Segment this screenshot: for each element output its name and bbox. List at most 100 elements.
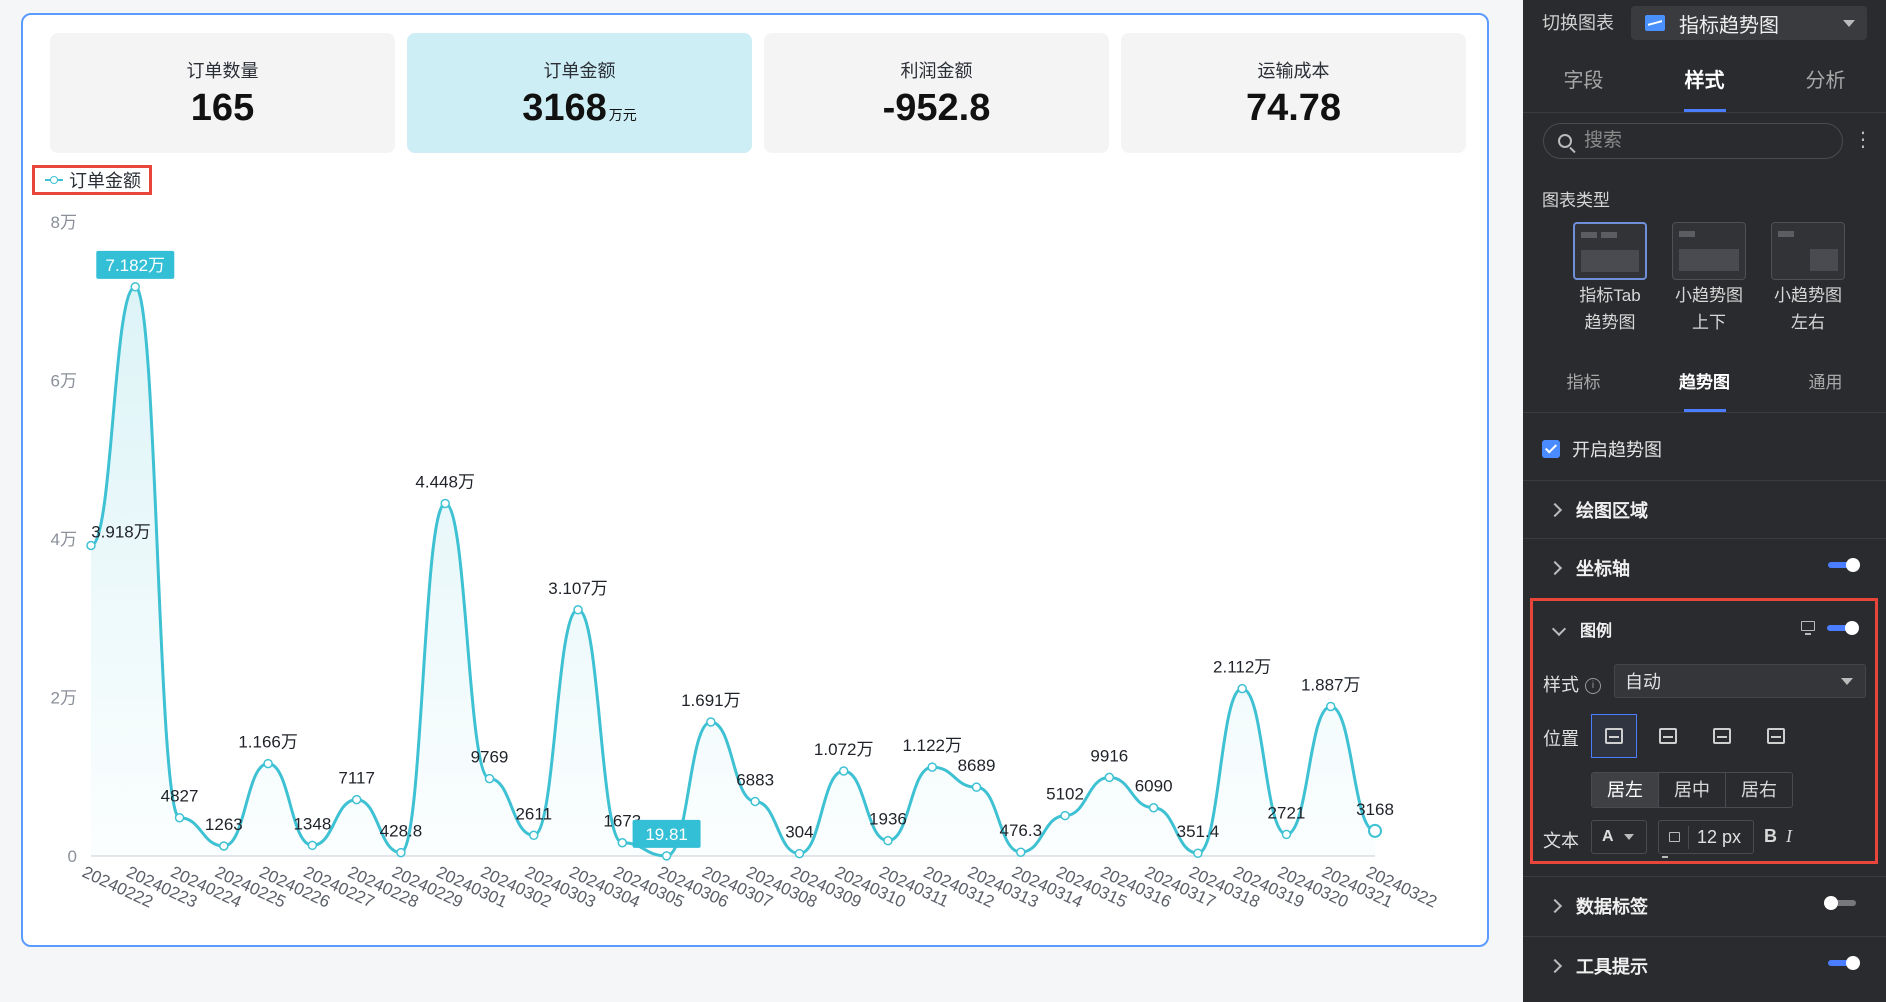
chevron-down-icon	[1623, 834, 1634, 840]
data-point	[440, 498, 450, 509]
kpi-profit-amount[interactable]: 利润金额 -952.8	[764, 33, 1109, 153]
search-input[interactable]	[1582, 129, 1816, 153]
chart-type-label-2: 左右	[1791, 313, 1825, 332]
chart-type-title: 图表类型	[1542, 191, 1610, 210]
font-color-select[interactable]: A	[1591, 820, 1647, 854]
section-tooltip[interactable]: 工具提示	[1523, 936, 1886, 995]
chevron-right-icon	[1547, 958, 1563, 974]
align-right-button[interactable]: 居右	[1741, 780, 1777, 800]
section-axis[interactable]: 坐标轴	[1523, 538, 1886, 597]
chart-type-select[interactable]: 指标趋势图	[1631, 6, 1867, 40]
kpi-row: 订单数量 165 订单金额 3168 万元 利润金额 -952.8 运输成本 74…	[50, 33, 1466, 153]
kpi-number: 74.78	[1245, 87, 1342, 129]
data-label: 1673	[603, 812, 641, 831]
data-point	[1237, 683, 1247, 694]
data-label: 2721	[1268, 803, 1306, 822]
tooltip-toggle[interactable]	[1828, 956, 1860, 970]
enable-trend-checkbox[interactable]	[1542, 440, 1560, 458]
legend-style-label: 样式 i	[1543, 671, 1601, 697]
info-icon[interactable]: i	[1585, 678, 1601, 695]
position-right-button[interactable]	[1753, 714, 1799, 758]
align-center-button[interactable]: 居中	[1659, 773, 1726, 807]
align-left-button[interactable]: 居左	[1592, 773, 1659, 807]
data-label: 4.448万	[415, 472, 475, 491]
font-size-field	[1658, 820, 1754, 854]
section-label: 图例	[1580, 623, 1613, 640]
search-icon	[1558, 134, 1572, 148]
data-label: 304	[785, 823, 813, 842]
chart-type-value: 指标趋势图	[1679, 14, 1779, 37]
position-left-button[interactable]	[1699, 714, 1745, 758]
legend-left-icon	[1713, 728, 1731, 744]
chart-card: 订单数量 165 订单金额 3168 万元 利润金额 -952.8 运输成本 74…	[21, 13, 1489, 947]
data-label: 3.107万	[548, 579, 608, 598]
tab-analysis[interactable]: 分析	[1805, 70, 1846, 92]
data-label: 9769	[471, 748, 509, 767]
font-size-input[interactable]	[1688, 825, 1753, 849]
panel-tabs: 字段 样式 分析	[1523, 50, 1886, 113]
more-vertical-icon[interactable]: ⋮	[1853, 129, 1873, 151]
chart-type-thumbnail	[1771, 222, 1845, 280]
data-point	[263, 758, 273, 769]
data-point	[1281, 829, 1292, 840]
kpi-shipping-cost[interactable]: 运输成本 74.78	[1121, 33, 1466, 153]
data-label: 3.918万	[91, 522, 151, 541]
kpi-title: 订单金额	[543, 61, 616, 81]
section-label: 工具提示	[1576, 957, 1648, 977]
chevron-down-icon	[1843, 20, 1855, 27]
section-data-labels[interactable]: 数据标签	[1523, 876, 1886, 935]
chevron-right-icon	[1547, 898, 1563, 914]
data-point	[794, 848, 805, 859]
data-label: 351.4	[1177, 822, 1220, 841]
chart-type-small-horizontal[interactable]: 小趋势图 左右	[1771, 222, 1845, 336]
y-tick-label: 4万	[51, 530, 77, 549]
section-plot-area[interactable]: 绘图区域	[1523, 480, 1886, 539]
kpi-order-amount[interactable]: 订单金额 3168 万元	[407, 33, 752, 153]
monitor-icon[interactable]	[1801, 621, 1815, 635]
chevron-down-icon	[1841, 678, 1853, 685]
italic-button[interactable]: I	[1786, 826, 1792, 846]
section-legend[interactable]: 图例	[1547, 607, 1612, 651]
data-label-highlight: 19.81	[645, 825, 688, 844]
y-tick-label: 6万	[51, 372, 77, 391]
data-label: 1.887万	[1301, 675, 1361, 694]
data-point	[706, 717, 716, 727]
position-bottom-button[interactable]	[1645, 714, 1691, 758]
tab-trend[interactable]: 趋势图	[1644, 354, 1765, 412]
data-label: 4827	[161, 787, 199, 806]
legend-style-select[interactable]: 自动	[1614, 664, 1866, 698]
data-label: 1.072万	[814, 740, 874, 759]
kpi-number: 165	[190, 87, 255, 129]
position-top-button[interactable]	[1591, 714, 1637, 758]
bold-button[interactable]: B	[1764, 826, 1777, 846]
legend-section-highlight	[1530, 598, 1878, 864]
chart-type-thumbnail	[1672, 222, 1746, 280]
data-label: 5102	[1046, 785, 1084, 804]
tab-style[interactable]: 样式	[1644, 50, 1765, 112]
enable-trend-row[interactable]: 开启趋势图	[1542, 436, 1662, 462]
legend-style-text: 样式	[1543, 675, 1579, 695]
kpi-title: 订单数量	[186, 61, 259, 81]
switch-chart-row: 切换图表 指标趋势图	[1523, 0, 1886, 44]
chart-type-options: 指标Tab 趋势图 小趋势图 上下 小趋势图 左右	[1573, 222, 1845, 336]
tab-indicator[interactable]: 指标	[1566, 373, 1601, 392]
data-labels-toggle[interactable]	[1824, 896, 1856, 910]
tab-general[interactable]: 通用	[1808, 373, 1843, 392]
data-label: 6883	[736, 770, 774, 789]
data-label: 2.112万	[1213, 658, 1271, 677]
tab-fields[interactable]: 字段	[1563, 70, 1604, 92]
chart-type-label-1: 小趋势图	[1774, 286, 1842, 305]
trend-chart-icon	[1645, 15, 1665, 31]
section-label: 坐标轴	[1576, 559, 1630, 579]
data-point	[1016, 847, 1026, 857]
chart-legend[interactable]: 订单金额	[32, 165, 152, 195]
axis-toggle[interactable]	[1828, 558, 1860, 572]
data-label: 7117	[338, 769, 375, 788]
legend-top-icon	[1605, 728, 1623, 744]
chart-type-tab-trend[interactable]: 指标Tab 趋势图	[1573, 222, 1647, 336]
legend-toggle[interactable]	[1827, 621, 1859, 635]
kpi-order-count[interactable]: 订单数量 165	[50, 33, 395, 153]
chart-type-small-vertical[interactable]: 小趋势图 上下	[1672, 222, 1746, 336]
data-point	[661, 851, 672, 861]
kpi-value: 74.78	[1121, 87, 1466, 130]
